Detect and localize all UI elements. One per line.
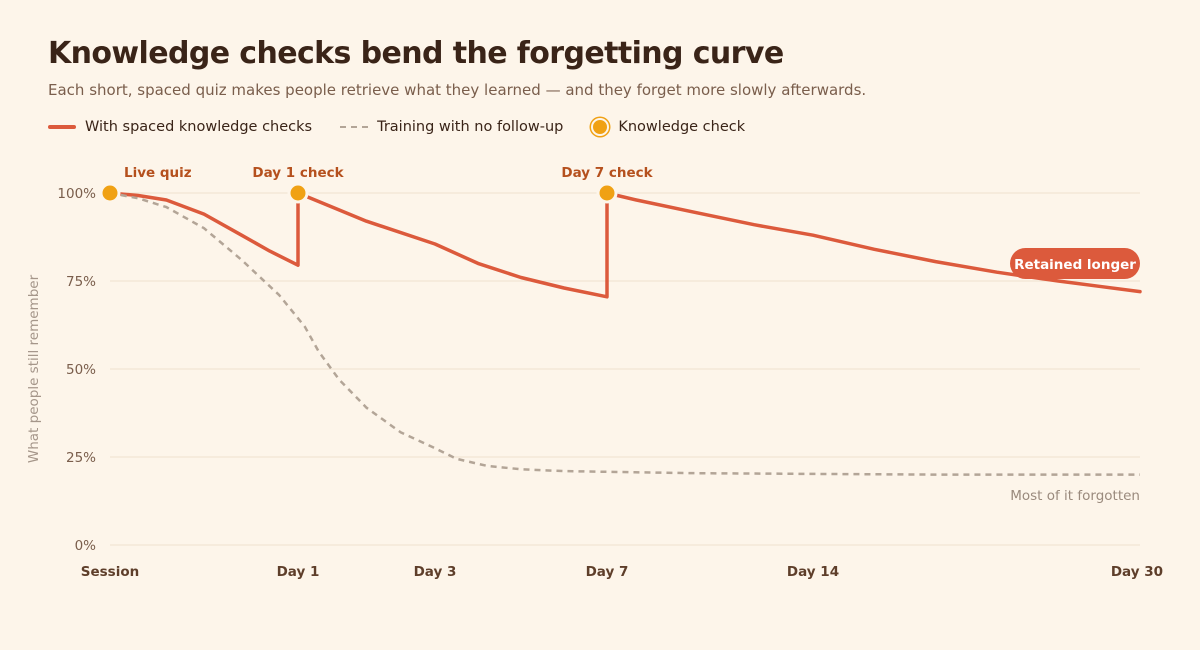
x-tick-label-day-30: Day 30 [1111,564,1163,580]
chart-subtitle: Each short, spaced quiz makes people ret… [48,81,867,99]
y-tick-label-50: 50% [66,362,96,378]
knowledge-check-point-2 [596,182,618,204]
solid-line-swatch-icon [48,125,76,129]
knowledge-check-label-0: Live quiz [124,165,192,181]
dashed-line-swatch-icon [340,126,369,128]
knowledge-check-point-1 [287,182,309,204]
legend: With spaced knowledge checks Training wi… [48,116,773,138]
check-dot-swatch-icon [591,118,610,136]
knowledge-check-point-0 [99,182,121,204]
y-tick-label-75: 75% [66,274,96,290]
legend-item-check: Knowledge check [591,118,745,136]
y-tick-label-0: 0% [75,538,97,554]
y-tick-label-100: 100% [57,186,96,202]
most-forgotten-label: Most of it forgotten [1010,488,1140,504]
legend-label-no-followup: Training with no follow-up [377,119,564,135]
y-axis-title: What people still remember [26,274,42,463]
x-tick-label-day-7: Day 7 [586,564,629,580]
knowledge-check-label-1: Day 1 check [252,165,344,181]
series-line-spaced-checks [108,191,1142,299]
x-tick-label-day-3: Day 3 [414,564,457,580]
legend-item-spaced: With spaced knowledge checks [48,119,312,135]
series-line-no-followup [109,191,1140,476]
legend-label-check: Knowledge check [618,119,746,135]
retained-longer-badge [1010,248,1140,279]
x-tick-label-day-1: Day 1 [277,564,320,580]
knowledge-check-label-2: Day 7 check [561,165,653,181]
x-tick-label-day-14: Day 14 [787,564,839,580]
legend-item-no-followup: Training with no follow-up [340,119,563,135]
legend-label-spaced: With spaced knowledge checks [85,119,313,135]
retained-longer-label: Retained longer [1014,257,1136,273]
chart-title: Knowledge checks bend the forgetting cur… [48,36,784,71]
x-tick-label-session: Session [81,564,139,580]
y-tick-label-25: 25% [66,450,96,466]
